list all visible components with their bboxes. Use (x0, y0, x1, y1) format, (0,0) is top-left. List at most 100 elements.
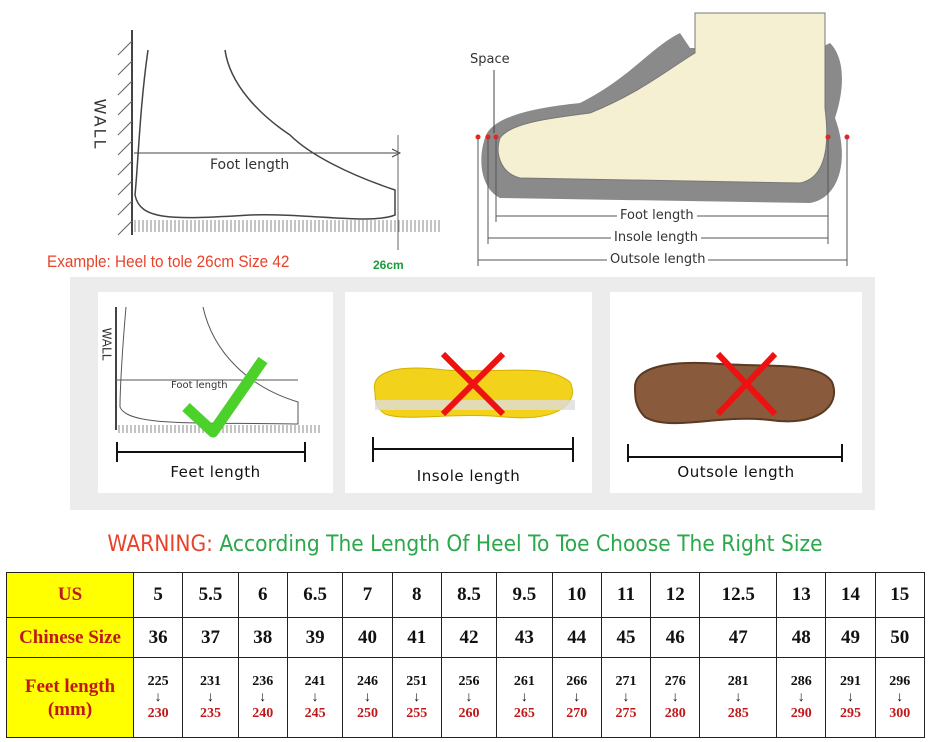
feet-length-max: 250 (356, 705, 378, 721)
feet-length-max: 260 (458, 705, 480, 721)
feet-length-max: 300 (889, 705, 911, 721)
wall-label: WALL (90, 98, 110, 151)
feet-length-max: 235 (199, 705, 221, 721)
feet-length-cell: 241 ↓ 245 (286, 657, 344, 738)
feet-length-max: 240 (252, 705, 274, 721)
chinese-size-row: Chinese Size 36 37 38 39 40 41 42 43 44 45 46 47 48 49… (6, 617, 926, 658)
card-foot-length-label: Foot length (171, 380, 228, 391)
chinese-size-header: Chinese Size (6, 617, 134, 658)
arrow-down-icon: ↓ (622, 689, 630, 705)
cross-icon (715, 351, 778, 417)
feet-length-cell: 246 ↓ 250 (342, 657, 393, 738)
feet-length-max: 245 (304, 705, 326, 721)
us-size-cell: 6.5 (286, 572, 344, 618)
feet-length-min: 241 (304, 673, 326, 689)
us-size-cell: 5.5 (182, 572, 239, 618)
chinese-size-cell: 44 (551, 617, 602, 658)
feet-length-cell: 296 ↓ 300 (874, 657, 926, 738)
foot-length-label: Foot length (210, 157, 290, 173)
arrow-down-icon: ↓ (206, 689, 214, 705)
card-feet-length: WALL Foot length Feet length (98, 292, 333, 493)
chinese-size-cell: 37 (182, 617, 239, 658)
feet-length-max: 270 (566, 705, 588, 721)
feet-length-cell: 276 ↓ 280 (650, 657, 701, 738)
foot-illustration (115, 306, 321, 438)
arrow-down-icon: ↓ (520, 689, 528, 705)
arrow-down-icon: ↓ (154, 689, 162, 705)
feet-length-min: 281 (727, 673, 749, 689)
feet-length-min: 236 (252, 673, 274, 689)
feet-length-max: 275 (615, 705, 637, 721)
chinese-size-cell: 36 (132, 617, 184, 658)
feet-length-min: 276 (664, 673, 686, 689)
arrow-down-icon: ↓ (734, 689, 742, 705)
feet-length-min: 246 (356, 673, 378, 689)
us-size-cell: 13 (776, 572, 827, 618)
chinese-size-cell: 41 (391, 617, 442, 658)
feet-length-cell: 251 ↓ 255 (391, 657, 442, 738)
chinese-size-cell: 47 (699, 617, 778, 658)
check-icon (182, 356, 268, 438)
chinese-size-cell: 49 (825, 617, 876, 658)
arrow-down-icon: ↓ (311, 689, 319, 705)
us-size-cell: 10 (551, 572, 602, 618)
us-size-cell: 15 (874, 572, 926, 618)
feet-length-min: 291 (839, 673, 861, 689)
feet-length-header: Feet length (mm) (6, 657, 134, 738)
chinese-size-cell: 50 (874, 617, 926, 658)
arrow-down-icon: ↓ (896, 689, 904, 705)
feet-length-caption: Feet length (170, 463, 261, 481)
feet-length-max: 295 (839, 705, 861, 721)
space-label: Space (470, 52, 510, 67)
insole-illustration (372, 351, 575, 462)
feet-length-cell: 261 ↓ 265 (496, 657, 553, 738)
us-row: US 5 5.5 6 6.5 7 8 8.5 9.5 10 11 12 12.5 13 14 15 (6, 572, 926, 618)
arrow-down-icon: ↓ (465, 689, 473, 705)
us-size-cell: 9.5 (496, 572, 553, 618)
feet-length-cell: 291 ↓ 295 (825, 657, 876, 738)
feet-length-max: 230 (147, 705, 169, 721)
us-header: US (6, 572, 134, 618)
feet-length-min: 231 (199, 673, 221, 689)
shoe-cross-section (475, 12, 850, 266)
arrow-down-icon: ↓ (846, 689, 854, 705)
card-insole-length: Insole length (345, 292, 592, 493)
feet-length-cell: 281 ↓ 285 (699, 657, 778, 738)
card-outsole-length: Outsole length (610, 292, 862, 493)
feet-length-min: 225 (147, 673, 169, 689)
chinese-size-cell: 43 (496, 617, 553, 658)
arrow-down-icon: ↓ (363, 689, 371, 705)
chinese-size-cell: 48 (776, 617, 827, 658)
chinese-size-cell: 38 (237, 617, 288, 658)
us-size-cell: 6 (237, 572, 288, 618)
outsole-length-label: Outsole length (607, 252, 709, 267)
feet-length-min: 251 (406, 673, 428, 689)
feet-length-min: 266 (566, 673, 588, 689)
us-size-cell: 8 (391, 572, 442, 618)
feet-length-cell: 256 ↓ 260 (440, 657, 498, 738)
chinese-size-cell: 45 (600, 617, 652, 658)
us-size-cell: 12 (650, 572, 701, 618)
feet-length-min: 261 (513, 673, 535, 689)
feet-length-cell: 271 ↓ 275 (600, 657, 652, 738)
warning-prefix: WARNING: (107, 532, 213, 557)
arrow-down-icon: ↓ (573, 689, 581, 705)
feet-length-max: 265 (513, 705, 535, 721)
feet-length-max: 290 (790, 705, 812, 721)
chinese-size-cell: 40 (342, 617, 393, 658)
measurement-methods-panel: WALL Foot length Feet length Insole leng… (70, 277, 875, 510)
outsole-illustration (627, 351, 843, 462)
arrow-down-icon: ↓ (259, 689, 267, 705)
feet-length-cell: 286 ↓ 290 (776, 657, 827, 738)
feet-length-cell: 266 ↓ 270 (551, 657, 602, 738)
chinese-size-cell: 39 (286, 617, 344, 658)
arrow-down-icon: ↓ (671, 689, 679, 705)
size-table: US 5 5.5 6 6.5 7 8 8.5 9.5 10 11 12 12.5 13 14 15 Chine… (6, 572, 926, 738)
feet-length-min: 256 (458, 673, 480, 689)
feet-length-max: 255 (406, 705, 428, 721)
feet-length-min: 286 (790, 673, 812, 689)
outsole-length-caption: Outsole length (677, 463, 795, 481)
arrow-down-icon: ↓ (413, 689, 421, 705)
chinese-size-cell: 42 (440, 617, 498, 658)
cross-icon (440, 351, 506, 417)
